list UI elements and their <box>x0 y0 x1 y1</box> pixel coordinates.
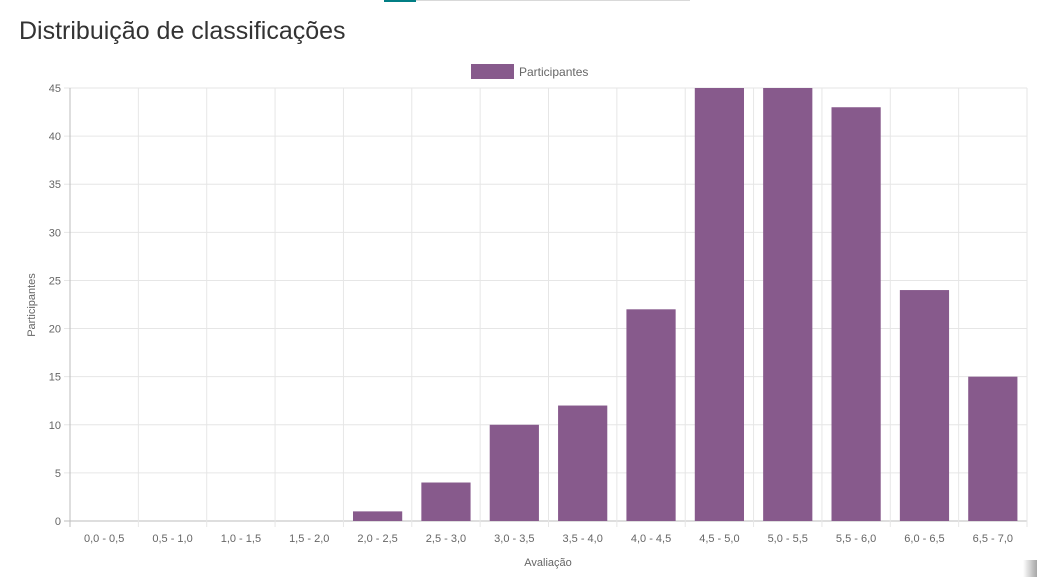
y-tick-label: 0 <box>55 516 61 528</box>
top-tab-active-indicator[interactable] <box>384 0 416 2</box>
y-tick-label: 45 <box>49 83 61 95</box>
x-tick-label: 2,5 - 3,0 <box>426 533 466 545</box>
legend-swatch[interactable] <box>471 64 514 79</box>
top-tab-bar <box>384 0 690 1</box>
bar[interactable] <box>558 405 608 521</box>
y-axis-title: Participantes <box>26 273 38 337</box>
x-tick-label: 1,0 - 1,5 <box>221 533 261 545</box>
x-tick-label: 3,5 - 4,0 <box>562 533 602 545</box>
scroll-edge-shadow <box>1023 560 1037 577</box>
y-tick-label: 30 <box>49 227 61 239</box>
chart-bars <box>352 88 1018 521</box>
x-tick-label: 4,0 - 4,5 <box>631 533 671 545</box>
y-tick-label: 5 <box>55 468 61 480</box>
chart-grid <box>64 87 1028 527</box>
page-title: Distribuição de classificações <box>19 17 346 45</box>
chart-legend[interactable]: Participantes <box>471 64 588 79</box>
bar[interactable] <box>899 290 950 521</box>
bar[interactable] <box>626 309 676 521</box>
y-tick-label: 20 <box>49 324 61 336</box>
y-tick-label: 40 <box>49 131 61 143</box>
x-axis-title: Avaliação <box>524 557 572 569</box>
bar[interactable] <box>831 107 881 521</box>
x-tick-label: 2,0 - 2,5 <box>357 533 397 545</box>
x-tick-label: 1,5 - 2,0 <box>289 533 329 545</box>
x-tick-label: 0,5 - 1,0 <box>152 533 192 545</box>
bar[interactable] <box>421 482 471 521</box>
bar[interactable] <box>694 88 745 521</box>
bar[interactable] <box>352 511 403 521</box>
x-tick-label: 5,5 - 6,0 <box>836 533 876 545</box>
x-tick-label: 6,0 - 6,5 <box>904 533 944 545</box>
y-tick-label: 15 <box>49 372 61 384</box>
chart-axes: 0 5 10 15 20 25 30 35 40 45 0,0 - 0,5 0,5 - 1,0 1,0 … <box>49 83 1013 545</box>
x-tick-label: 5,0 - 5,5 <box>768 533 808 545</box>
legend-label[interactable]: Participantes <box>519 65 588 79</box>
x-tick-label: 0,0 - 0,5 <box>84 533 124 545</box>
x-tick-label: 6,5 - 7,0 <box>973 533 1013 545</box>
y-tick-label: 35 <box>49 179 61 191</box>
y-tick-label: 25 <box>49 275 61 287</box>
bar[interactable] <box>968 376 1018 521</box>
y-tick-label: 10 <box>49 420 61 432</box>
x-tick-label: 4,5 - 5,0 <box>699 533 739 545</box>
bar[interactable] <box>763 88 813 521</box>
x-tick-label: 3,0 - 3,5 <box>494 533 534 545</box>
bar[interactable] <box>489 424 539 521</box>
